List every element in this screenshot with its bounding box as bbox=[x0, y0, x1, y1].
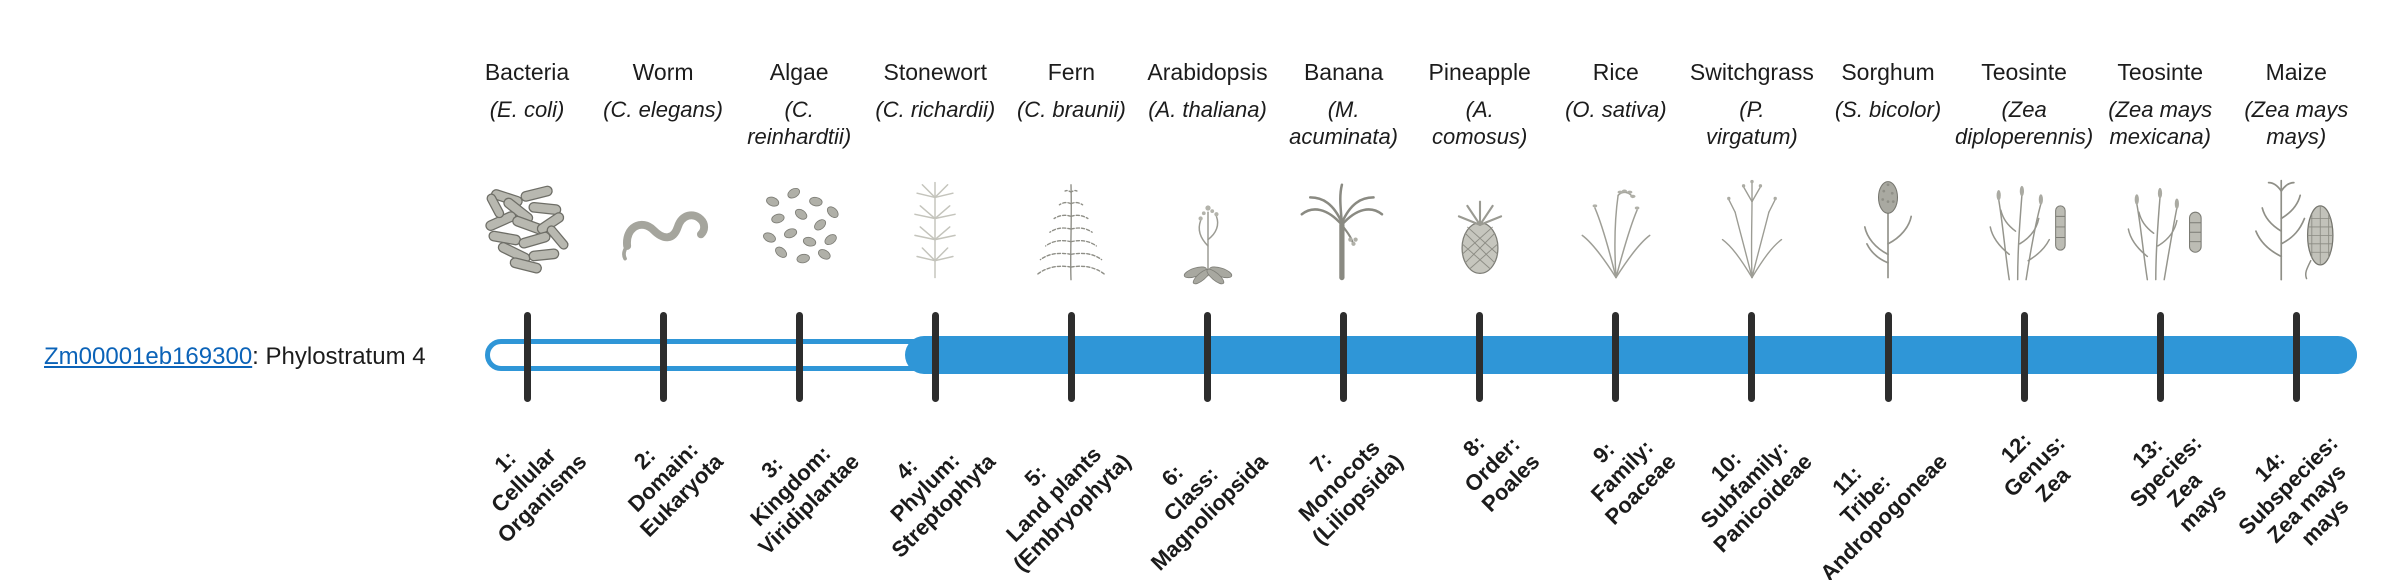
organism-scientific-name: (Zea mays mexicana) bbox=[2108, 97, 2213, 149]
organism-column: Rice (O. sativa) 9: Family: Poaceae bbox=[1538, 0, 1694, 580]
phylostratum-tick bbox=[1067, 312, 1075, 402]
phylostratum-label: 12: Genus: Zea bbox=[1996, 427, 2076, 507]
organism-scientific-name: (Zea mays mays) bbox=[2244, 97, 2349, 149]
algae-icon bbox=[721, 166, 877, 286]
organism-scientific-name: (Zea diploperennis) bbox=[1954, 97, 2094, 149]
organism-column: Teosinte (Zea diploperennis) 12: Genus: Z… bbox=[1946, 0, 2102, 580]
phylostratum-label: 4: Phylum: Streptophyta bbox=[885, 447, 1000, 563]
organism-column: Arabidopsis (A. thaliana) 6: Class: Magno… bbox=[1130, 0, 1286, 580]
arabidopsis-icon bbox=[1130, 166, 1286, 286]
organism-column: Bacteria (E. coli) 1: Cellular Organisms bbox=[449, 0, 605, 580]
phylostratum-tick bbox=[1476, 312, 1484, 402]
organism-column: Sorghum (S. bicolor) 11: Tribe: Andropogo… bbox=[1810, 0, 1966, 580]
worm-icon bbox=[585, 166, 741, 286]
organism-common-name: Worm bbox=[632, 59, 694, 85]
organism-column: Teosinte (Zea mays mexicana) 13: Species:… bbox=[2082, 0, 2238, 580]
organism-common-name: Rice bbox=[1592, 59, 1639, 85]
organism-common-name: Sorghum bbox=[1841, 59, 1935, 85]
organism-common-name: Switchgrass bbox=[1689, 59, 1814, 85]
teosinte-mexicana-icon bbox=[2082, 166, 2238, 286]
organism-common-name: Banana bbox=[1303, 59, 1384, 85]
phylostratum-tick bbox=[2292, 312, 2300, 402]
organism-column: Switchgrass (P. virgatum) 10: Subfamily: … bbox=[1674, 0, 1830, 580]
organism-column: Stonewort (C. richardii) 4: Phylum: Strep… bbox=[857, 0, 1013, 580]
phylostratum-label: 6: Class: Magnoliopsida bbox=[1145, 448, 1272, 576]
organism-column: Fern (C. braunii) 5: Land plants (Embryop… bbox=[993, 0, 1149, 580]
teosinte-diploperennis-icon bbox=[1946, 166, 2102, 286]
organism-scientific-name: (C. richardii) bbox=[875, 97, 996, 122]
organism-common-name: Algae bbox=[769, 59, 829, 85]
organism-scientific-name: (S. bicolor) bbox=[1834, 97, 1942, 122]
organism-common-name: Maize bbox=[2265, 59, 2327, 85]
phylostratum-tick bbox=[2020, 312, 2028, 402]
bacteria-icon bbox=[449, 166, 605, 286]
organism-column: Worm (C. elegans) 2: Domain: Eukaryota bbox=[585, 0, 741, 580]
fern-icon bbox=[993, 166, 1149, 286]
pineapple-icon bbox=[1402, 166, 1558, 286]
gene-phylostratum-text: : Phylostratum 4 bbox=[252, 343, 426, 370]
switchgrass-icon bbox=[1674, 166, 1830, 286]
organism-scientific-name: (C. reinhardtii) bbox=[747, 97, 852, 149]
phylostratum-tick bbox=[659, 312, 667, 402]
organism-column: Algae (C. reinhardtii) 3: Kingdom: Viridi… bbox=[721, 0, 877, 580]
organism-column: Banana (M. acuminata) 7: Monocots (Liliop… bbox=[1266, 0, 1422, 580]
gene-id-link[interactable]: Zm00001eb169300 bbox=[44, 343, 253, 370]
organism-column: Maize (Zea mays mays) 14: Subspecies: Zea… bbox=[2218, 0, 2374, 580]
phylostratum-tick bbox=[1612, 312, 1620, 402]
phylostratum-label: 9: Family: Poaceae bbox=[1585, 434, 1681, 530]
phylostratum-tick bbox=[523, 312, 531, 402]
organism-scientific-name: (A. comosus) bbox=[1432, 97, 1528, 149]
organism-scientific-name: (P. virgatum) bbox=[1706, 97, 1798, 149]
phylostratum-tick bbox=[795, 312, 803, 402]
organism-common-name: Arabidopsis bbox=[1147, 59, 1268, 85]
phylostratum-label: 7: Monocots (Liliopsida) bbox=[1293, 435, 1409, 550]
organism-column: Pineapple (A. comosus) 8: Order: Poales bbox=[1402, 0, 1558, 580]
organism-common-name: Bacteria bbox=[484, 59, 570, 85]
organism-scientific-name: (O. sativa) bbox=[1565, 97, 1667, 122]
phylostratum-tick bbox=[931, 312, 939, 402]
phylostratum-label: 3: Kingdom: Viridiplantae bbox=[744, 440, 864, 560]
organism-scientific-name: (M. acuminata) bbox=[1289, 97, 1399, 149]
organism-scientific-name: (C. braunii) bbox=[1016, 97, 1126, 122]
phylostratum-tick bbox=[1748, 312, 1756, 402]
phylostratum-label: 8: Order: Poales bbox=[1457, 430, 1545, 517]
organism-scientific-name: (C. elegans) bbox=[603, 97, 724, 122]
stonewort-icon bbox=[857, 166, 1013, 286]
sorghum-icon bbox=[1810, 166, 1966, 286]
organism-common-name: Fern bbox=[1047, 59, 1096, 85]
phylostratum-label: 2: Domain: Eukaryota bbox=[622, 436, 728, 542]
organism-common-name: Stonewort bbox=[883, 59, 988, 85]
phylostratum-label: 14: Subspecies: Zea mays mays bbox=[2233, 430, 2354, 551]
organism-common-name: Pineapple bbox=[1428, 59, 1531, 85]
rice-icon bbox=[1538, 166, 1694, 286]
phylostratum-tick bbox=[1204, 312, 1211, 402]
phylostratum-tick bbox=[1340, 312, 1348, 402]
phylostratum-label: 1: Cellular Organisms bbox=[486, 442, 592, 548]
organism-common-name: Teosinte bbox=[1981, 59, 2067, 85]
organism-scientific-name: (E. coli) bbox=[489, 97, 565, 122]
timeline-bar-filled bbox=[905, 336, 2357, 374]
banana-icon bbox=[1266, 166, 1422, 286]
organism-common-name: Teosinte bbox=[2117, 59, 2204, 85]
phylostratum-tick bbox=[1884, 312, 1892, 402]
phylostratum-label: 5: Land plants (Embryophyta) bbox=[1001, 441, 1136, 577]
phylostratum-tick bbox=[2156, 312, 2164, 402]
organism-scientific-name: (A. thaliana) bbox=[1148, 97, 1267, 122]
gene-label: Zm00001eb169300: Phylostratum 4 bbox=[44, 343, 426, 371]
maize-icon bbox=[2218, 166, 2374, 286]
